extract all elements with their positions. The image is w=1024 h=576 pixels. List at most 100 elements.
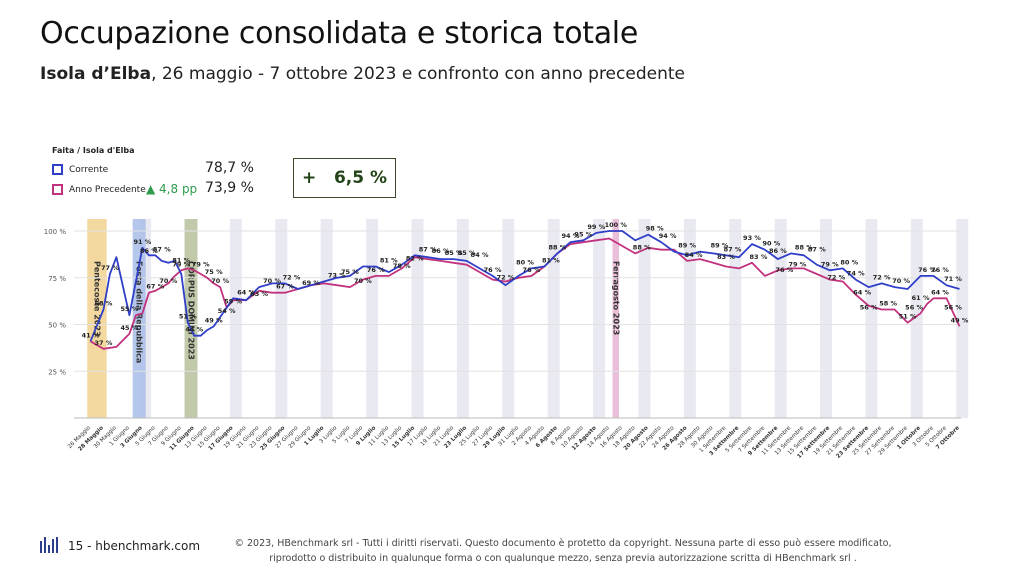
data-label: 74 % <box>847 270 865 278</box>
data-label: 44 % <box>185 326 203 334</box>
data-label: 51 % <box>179 313 197 321</box>
data-label: 86 % <box>769 247 787 255</box>
data-label: 37 % <box>95 339 113 347</box>
chart-grid <box>74 230 961 419</box>
current-series-line <box>89 230 960 342</box>
y-axis-ticks: 100 % 75 % 50 % 25 % <box>44 228 67 376</box>
data-label: 100 % <box>605 221 628 229</box>
copyright-line-1: © 2023, HBenchmark srl - Tutti i diritti… <box>234 538 892 549</box>
data-label: 64 % <box>931 288 949 296</box>
data-label: 95 % <box>574 230 592 238</box>
holiday-band-label: Pentecoste 2023 <box>92 261 101 337</box>
data-label: 69 % <box>302 279 320 287</box>
data-label: 84 % <box>471 251 489 259</box>
holiday-band <box>87 219 107 418</box>
data-label: 89 % <box>678 242 696 250</box>
data-label: 75 % <box>205 268 223 276</box>
legend-current-label: Corrente <box>69 164 109 175</box>
data-label: 45 % <box>120 324 138 332</box>
data-label: 81 % <box>380 257 398 265</box>
weekend-band <box>638 219 651 418</box>
weekend-band <box>729 219 742 418</box>
data-label: 70 % <box>892 277 910 285</box>
data-label: 78 % <box>393 262 411 270</box>
data-label: 87 % <box>419 245 437 253</box>
legend-current-swatch <box>52 164 63 175</box>
data-label: 56 % <box>860 303 878 311</box>
data-label: 58 % <box>95 300 113 308</box>
weekend-band <box>683 219 696 418</box>
data-label: 85 % <box>445 249 463 257</box>
data-label: 79 % <box>172 260 190 268</box>
data-label: 61 % <box>912 294 930 302</box>
data-label: 87 % <box>153 245 171 253</box>
y-tick-label: 25 % <box>48 368 66 376</box>
holiday-band <box>612 219 620 418</box>
data-label: 67 % <box>276 283 294 291</box>
data-label: 70 % <box>263 277 281 285</box>
data-label: 64 % <box>853 288 871 296</box>
data-label: 94 % <box>659 232 677 240</box>
chart-bands: Pentecoste 2023 Festa della Repubblica COR… <box>87 219 969 418</box>
data-label: 79 % <box>788 260 806 268</box>
data-label: 98 % <box>646 225 664 233</box>
delta-value: + 6,5 % <box>301 168 388 188</box>
data-label: 90 % <box>763 240 781 248</box>
data-label: 79 % <box>821 260 839 268</box>
delta-box: + 6,5 % <box>293 158 396 198</box>
legend-current: Corrente <box>52 164 108 175</box>
data-label: 70 % <box>211 277 229 285</box>
weekend-band <box>774 219 787 418</box>
legend-current-value: 78,7 % <box>205 160 254 176</box>
data-label: 79 % <box>192 260 210 268</box>
legend-previous-label: Anno Precedente <box>69 184 146 195</box>
data-label: 94 % <box>561 232 579 240</box>
y-tick-label: 100 % <box>44 228 67 236</box>
legend-previous-delta: ▲ 4,8 pp <box>146 182 198 196</box>
data-label: 76 % <box>918 266 936 274</box>
data-label: 93 % <box>743 234 761 242</box>
data-label: 88 % <box>548 243 566 251</box>
data-label: 91 % <box>133 238 151 246</box>
weekend-band <box>593 219 606 418</box>
data-label: 87 % <box>808 245 826 253</box>
legend-previous-swatch <box>52 184 63 195</box>
data-label: 76 % <box>523 266 541 274</box>
weekend-band <box>320 219 333 418</box>
data-label: 81 % <box>542 257 560 265</box>
data-label: 83 % <box>750 253 768 261</box>
weekend-band <box>910 219 923 418</box>
data-label: 81 % <box>172 257 190 265</box>
data-label: 99 % <box>587 223 605 231</box>
data-label: 87 % <box>724 245 742 253</box>
data-labels: 41 %37 %58 %77 %45 %55 %91 %86 %67 %87 %… <box>82 221 969 347</box>
data-label: 70 % <box>159 277 177 285</box>
page-title: Occupazione consolidata e storica totale <box>40 16 638 51</box>
data-label: 72 % <box>283 273 301 281</box>
previous-series-line <box>90 237 961 350</box>
data-label: 49 % <box>951 316 969 324</box>
data-label: 72 % <box>827 273 845 281</box>
hbenchmark-logo <box>40 537 58 553</box>
copyright-line-2: riprodotto o distribuito in qualunque fo… <box>269 553 857 564</box>
page-subtitle: Isola d’Elba, 26 maggio - 7 ottobre 2023… <box>40 64 685 84</box>
data-label: 86 % <box>140 247 158 255</box>
data-label: 80 % <box>840 258 858 266</box>
data-label: 89 % <box>711 242 729 250</box>
data-label: 75 % <box>341 268 359 276</box>
data-label: 54 % <box>218 307 236 315</box>
footer-page: 15 - hbenchmark.com <box>68 539 201 553</box>
data-label: 56 % <box>905 303 923 311</box>
data-label: 41 % <box>82 331 100 339</box>
chart-lines <box>89 230 961 350</box>
data-label: 88 % <box>795 243 813 251</box>
holiday-band <box>132 219 146 418</box>
subtitle-period: , 26 maggio - 7 ottobre 2023 e confronto… <box>151 64 685 84</box>
holiday-band-label: CORPUS DOMINI 2023 <box>187 261 196 360</box>
occupancy-chart: Pentecoste 2023 Festa della Repubblica COR… <box>44 219 969 460</box>
data-label: 76 % <box>931 266 949 274</box>
data-label: 84 % <box>685 251 703 259</box>
y-tick-label: 75 % <box>48 275 66 283</box>
data-label: 70 % <box>354 277 372 285</box>
data-label: 51 % <box>899 313 917 321</box>
